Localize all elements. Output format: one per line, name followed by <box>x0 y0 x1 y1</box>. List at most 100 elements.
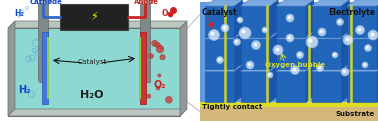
Bar <box>200 102 378 107</box>
Text: O₂: O₂ <box>154 80 166 90</box>
Polygon shape <box>341 33 349 69</box>
Polygon shape <box>270 33 278 69</box>
Circle shape <box>48 40 51 42</box>
Polygon shape <box>270 65 278 102</box>
Polygon shape <box>140 0 154 4</box>
Polygon shape <box>312 71 341 102</box>
Polygon shape <box>8 21 15 116</box>
Bar <box>139 37 141 99</box>
Polygon shape <box>347 39 377 69</box>
Circle shape <box>221 24 229 32</box>
Circle shape <box>267 72 273 78</box>
Circle shape <box>158 74 161 77</box>
Text: H₂: H₂ <box>14 9 24 18</box>
Polygon shape <box>341 65 349 102</box>
Circle shape <box>155 42 160 48</box>
Polygon shape <box>205 0 243 6</box>
Circle shape <box>72 54 75 57</box>
Circle shape <box>156 45 164 53</box>
Polygon shape <box>180 21 187 116</box>
Polygon shape <box>241 0 278 6</box>
Polygon shape <box>235 0 243 37</box>
Circle shape <box>286 34 294 42</box>
Polygon shape <box>8 21 187 28</box>
Polygon shape <box>312 0 349 6</box>
Polygon shape <box>205 65 243 71</box>
Polygon shape <box>347 6 377 37</box>
Circle shape <box>109 94 110 96</box>
Circle shape <box>160 55 165 60</box>
Circle shape <box>209 30 220 40</box>
Polygon shape <box>276 6 306 37</box>
Circle shape <box>332 52 338 58</box>
Polygon shape <box>235 33 243 69</box>
Polygon shape <box>241 65 278 71</box>
Polygon shape <box>270 0 278 37</box>
Polygon shape <box>347 65 378 71</box>
Bar <box>8 28 180 116</box>
Circle shape <box>368 30 378 40</box>
Circle shape <box>362 62 368 68</box>
Circle shape <box>364 45 372 52</box>
Polygon shape <box>377 0 378 37</box>
Polygon shape <box>205 33 243 39</box>
Circle shape <box>114 92 117 94</box>
Circle shape <box>336 18 344 25</box>
Text: H₂: H₂ <box>18 85 30 95</box>
Circle shape <box>306 36 318 48</box>
Bar <box>200 107 378 121</box>
Text: Catalyst: Catalyst <box>77 59 107 65</box>
Circle shape <box>296 52 304 59</box>
Circle shape <box>343 35 353 45</box>
Bar <box>140 32 146 104</box>
Polygon shape <box>276 71 306 102</box>
Polygon shape <box>306 0 314 37</box>
Circle shape <box>152 40 158 46</box>
Polygon shape <box>205 71 235 102</box>
Polygon shape <box>241 33 278 39</box>
Text: Cathode: Cathode <box>29 0 62 5</box>
Bar <box>200 2 378 121</box>
Bar <box>47 37 49 99</box>
Polygon shape <box>347 71 377 102</box>
Polygon shape <box>276 0 314 6</box>
Polygon shape <box>276 39 306 69</box>
Circle shape <box>341 68 349 76</box>
Circle shape <box>40 87 42 89</box>
Circle shape <box>237 17 243 23</box>
Circle shape <box>149 54 153 58</box>
Circle shape <box>36 80 40 84</box>
Circle shape <box>129 85 130 87</box>
Text: Substrate: Substrate <box>336 111 375 117</box>
Circle shape <box>316 64 324 71</box>
Circle shape <box>286 14 294 22</box>
Text: ⚡: ⚡ <box>90 12 98 22</box>
Bar <box>42 32 48 104</box>
Circle shape <box>262 27 268 33</box>
Polygon shape <box>377 65 378 102</box>
Text: Catalyst: Catalyst <box>202 8 237 17</box>
Text: Oxygen bubble: Oxygen bubble <box>265 62 325 68</box>
Polygon shape <box>276 33 314 39</box>
Polygon shape <box>276 65 314 71</box>
Circle shape <box>147 94 151 98</box>
Circle shape <box>246 61 254 69</box>
Bar <box>140 4 150 82</box>
Circle shape <box>355 25 364 34</box>
Circle shape <box>113 58 114 59</box>
Polygon shape <box>347 0 378 6</box>
Circle shape <box>156 86 160 90</box>
Circle shape <box>166 96 172 103</box>
Text: Electrolyte: Electrolyte <box>328 8 375 17</box>
Circle shape <box>251 40 260 49</box>
Polygon shape <box>341 0 349 37</box>
Text: Tightly contact: Tightly contact <box>202 104 262 110</box>
Polygon shape <box>205 6 235 37</box>
Polygon shape <box>312 39 341 69</box>
Text: H₂O: H₂O <box>80 90 104 100</box>
Polygon shape <box>347 33 378 39</box>
Polygon shape <box>241 39 270 69</box>
Circle shape <box>318 28 326 36</box>
Circle shape <box>217 56 223 63</box>
Polygon shape <box>241 6 270 37</box>
